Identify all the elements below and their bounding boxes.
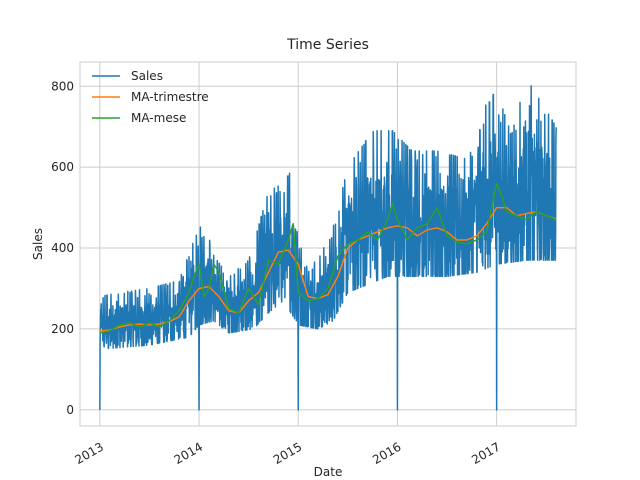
y-tick-label: 600: [51, 160, 74, 174]
legend-label: Sales: [131, 69, 163, 83]
plot-frame: [79, 61, 577, 427]
sales-line: [99, 85, 557, 411]
y-tick-label: 800: [51, 79, 74, 93]
y-axis-ticks: 0 200 400 600 800: [51, 79, 74, 417]
ma-trimestre-line: [99, 206, 557, 332]
y-tick-label: 200: [51, 322, 74, 336]
chart-title: Time Series: [286, 37, 369, 53]
ma-mese-line: [99, 182, 557, 334]
y-axis-label: Sales: [31, 228, 45, 260]
legend-label: MA-mese: [131, 111, 186, 125]
grid-lines: [80, 62, 576, 426]
legend-label: MA-trimestre: [131, 90, 209, 104]
x-axis-label: Date: [314, 465, 343, 479]
series-layer: [99, 85, 557, 411]
y-tick-label: 0: [66, 403, 74, 417]
y-tick-label: 400: [51, 241, 74, 255]
legend: Sales MA-trimestre MA-mese: [92, 69, 209, 125]
